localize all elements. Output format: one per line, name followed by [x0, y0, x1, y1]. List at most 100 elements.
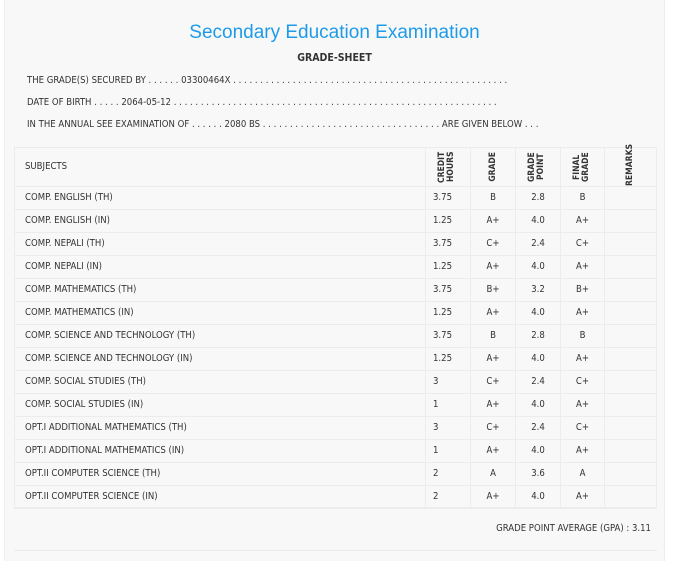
- exam-title: Secondary Education Examination: [189, 22, 480, 43]
- subject-cell: COMP. SOCIAL STUDIES (IN): [14, 392, 426, 417]
- subject-cell: OPT.II COMPUTER SCIENCE (TH): [14, 461, 426, 486]
- gpa-value: GRADE POINT AVERAGE (GPA) : 3.11: [496, 523, 651, 534]
- final-grade-cell: A+: [560, 300, 605, 325]
- grade-cell: A: [470, 461, 516, 486]
- credit-hours-cell: 2: [425, 461, 471, 486]
- final-grade-cell: A+: [560, 438, 605, 463]
- grade-cell: A+: [470, 438, 516, 463]
- credit-hours-cell: 3: [425, 369, 471, 394]
- credit-hours-cell: 3.75: [425, 231, 471, 256]
- final-grade-cell: A+: [560, 392, 605, 417]
- credit-hours-cell: 3: [425, 415, 471, 440]
- table-row: OPT.II COMPUTER SCIENCE (TH) 2 A 3.6 A: [14, 461, 657, 486]
- grade-cell: C+: [470, 415, 516, 440]
- subject-cell: OPT.I ADDITIONAL MATHEMATICS (IN): [14, 438, 426, 463]
- remarks-cell: [604, 231, 657, 256]
- remarks-cell: [604, 208, 657, 233]
- grade-point-cell: 4.0: [515, 346, 561, 371]
- table-row: OPT.I ADDITIONAL MATHEMATICS (TH) 3 C+ 2.4 C…: [14, 415, 657, 440]
- credit-hours-cell: 1.25: [425, 208, 471, 233]
- grade-point-cell: 4.0: [515, 208, 561, 233]
- table-row: COMP. ENGLISH (TH) 3.75 B 2.8 B: [14, 185, 657, 210]
- grade-cell: A+: [470, 208, 516, 233]
- subject-cell: COMP. SCIENCE AND TECHNOLOGY (TH): [14, 323, 426, 348]
- table-row: COMP. SCIENCE AND TECHNOLOGY (TH) 3.75 B 2.…: [14, 323, 657, 348]
- final-grade-cell: A+: [560, 254, 605, 279]
- final-grade-cell: C+: [560, 369, 605, 394]
- credit-hours-cell: 2: [425, 484, 471, 509]
- grade-cell: C+: [470, 369, 516, 394]
- credit-hours-cell: 1.25: [425, 346, 471, 371]
- grade-point-cell: 4.0: [515, 254, 561, 279]
- credit-hours-cell: 3.75: [425, 277, 471, 302]
- dob-line: DATE OF BIRTH . . . . . 2064-05-12 . . .…: [27, 97, 497, 108]
- grade-point-cell: 2.4: [515, 369, 561, 394]
- table-row: OPT.II COMPUTER SCIENCE (IN) 2 A+ 4.0 A+: [14, 484, 657, 509]
- grade-point-cell: 2.8: [515, 185, 561, 210]
- grade-cell: A+: [470, 484, 516, 509]
- table-row: COMP. SOCIAL STUDIES (TH) 3 C+ 2.4 C+: [14, 369, 657, 394]
- grade-point-cell: 2.4: [515, 415, 561, 440]
- final-grade-cell: A+: [560, 346, 605, 371]
- credit-hours-cell: 1: [425, 392, 471, 417]
- remarks-cell: [604, 415, 657, 440]
- remarks-cell: [604, 323, 657, 348]
- grade-point-cell: 4.0: [515, 438, 561, 463]
- grade-cell: A+: [470, 392, 516, 417]
- header-remarks: REMARKS: [604, 144, 657, 187]
- grade-cell: C+: [470, 231, 516, 256]
- credit-hours-cell: 1.25: [425, 300, 471, 325]
- final-grade-cell: A+: [560, 208, 605, 233]
- grade-point-cell: 4.0: [515, 484, 561, 509]
- grade-point-cell: 2.4: [515, 231, 561, 256]
- credit-hours-cell: 1: [425, 438, 471, 463]
- subject-cell: COMP. SOCIAL STUDIES (TH): [14, 369, 426, 394]
- remarks-cell: [604, 438, 657, 463]
- secured-by-line: THE GRADE(S) SECURED BY . . . . . . 0330…: [27, 75, 508, 86]
- final-grade-cell: B: [560, 185, 605, 210]
- header-grade: GRADE: [470, 147, 516, 187]
- credit-hours-cell: 3.75: [425, 323, 471, 348]
- grade-cell: B: [470, 185, 516, 210]
- grade-sheet-subtitle: GRADE-SHEET: [297, 52, 372, 64]
- table-row: COMP. SCIENCE AND TECHNOLOGY (IN) 1.25 A+ 4…: [14, 346, 657, 371]
- exam-year-line: IN THE ANNUAL SEE EXAMINATION OF . . . .…: [27, 119, 539, 130]
- header-final-grade: FINAL GRADE: [560, 147, 605, 187]
- subject-cell: COMP. ENGLISH (TH): [14, 185, 426, 210]
- remarks-cell: [604, 392, 657, 417]
- table-row: OPT.I ADDITIONAL MATHEMATICS (IN) 1 A+ 4.0 A…: [14, 438, 657, 463]
- grade-point-cell: 3.6: [515, 461, 561, 486]
- final-grade-cell: C+: [560, 231, 605, 256]
- grade-point-cell: 3.2: [515, 277, 561, 302]
- final-grade-cell: A+: [560, 484, 605, 509]
- subject-cell: COMP. NEPALI (TH): [14, 231, 426, 256]
- remarks-cell: [604, 461, 657, 486]
- table-row: COMP. NEPALI (TH) 3.75 C+ 2.4 C+: [14, 231, 657, 256]
- final-grade-cell: B+: [560, 277, 605, 302]
- subject-cell: OPT.I ADDITIONAL MATHEMATICS (TH): [14, 415, 426, 440]
- header-subjects: SUBJECTS: [14, 147, 426, 187]
- subject-cell: COMP. SCIENCE AND TECHNOLOGY (IN): [14, 346, 426, 371]
- table-row: COMP. ENGLISH (IN) 1.25 A+ 4.0 A+: [14, 208, 657, 233]
- grade-point-cell: 4.0: [515, 300, 561, 325]
- header-grade-point: GRADE POINT: [515, 147, 561, 187]
- grade-cell: B: [470, 323, 516, 348]
- grade-cell: B+: [470, 277, 516, 302]
- gpa-row: GRADE POINT AVERAGE (GPA) : 3.11: [14, 507, 657, 551]
- grade-cell: A+: [470, 254, 516, 279]
- remarks-cell: [604, 369, 657, 394]
- final-grade-cell: B: [560, 323, 605, 348]
- subject-cell: COMP. NEPALI (IN): [14, 254, 426, 279]
- grade-sheet-panel: Secondary Education Examination GRADE-SH…: [4, 0, 665, 561]
- remarks-cell: [604, 277, 657, 302]
- remarks-cell: [604, 185, 657, 210]
- credit-hours-cell: 1.25: [425, 254, 471, 279]
- remarks-cell: [604, 300, 657, 325]
- subject-cell: COMP. ENGLISH (IN): [14, 208, 426, 233]
- grade-point-cell: 4.0: [515, 392, 561, 417]
- grade-cell: A+: [470, 300, 516, 325]
- remarks-cell: [604, 346, 657, 371]
- final-grade-cell: A: [560, 461, 605, 486]
- grade-point-cell: 2.8: [515, 323, 561, 348]
- subject-cell: OPT.II COMPUTER SCIENCE (IN): [14, 484, 426, 509]
